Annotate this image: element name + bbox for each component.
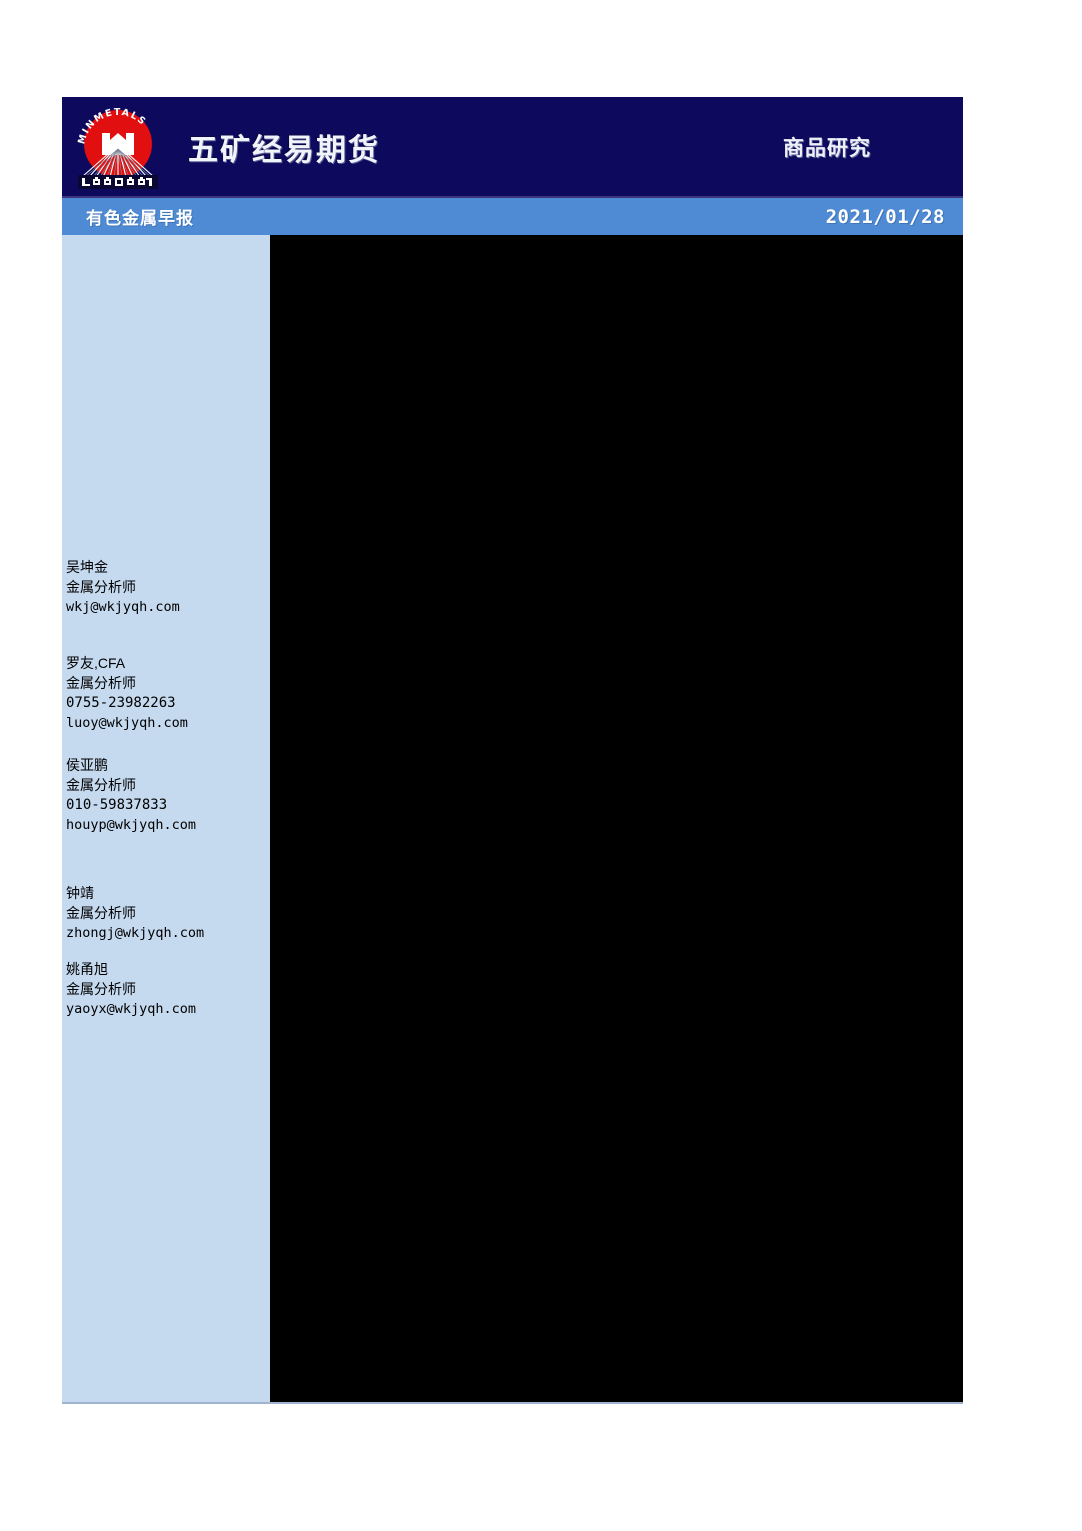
brand-title: 五矿经易期货 bbox=[188, 133, 380, 167]
section-label: 商品研究 bbox=[783, 136, 871, 160]
analyst-role: 金属分析师 bbox=[66, 579, 136, 595]
analyst-role: 金属分析师 bbox=[66, 777, 136, 793]
minmetals-logo-icon: MINMETALS bbox=[76, 107, 158, 189]
analyst-email[interactable]: wkj@wkjyqh.com bbox=[66, 599, 180, 615]
analyst-email[interactable]: luoy@wkjyqh.com bbox=[66, 715, 188, 731]
list-item: 钟靖 金属分析师 zhongj@wkjyqh.com bbox=[66, 883, 270, 943]
list-item: 侯亚鹏 金属分析师 010-59837833 houyp@wkjyqh.com bbox=[66, 755, 270, 835]
masthead: MINMETALS bbox=[62, 97, 963, 196]
analyst-phone: 010-59837833 bbox=[66, 797, 168, 813]
analyst-email[interactable]: yaoyx@wkjyqh.com bbox=[66, 1001, 197, 1017]
analyst-email[interactable]: houyp@wkjyqh.com bbox=[66, 817, 197, 833]
analyst-name: 吴坤金 bbox=[66, 559, 108, 575]
analyst-name: 姚甬旭 bbox=[66, 961, 108, 977]
analyst-sidebar: 吴坤金 金属分析师 wkj@wkjyqh.com 罗友,CFA 金属分析师 07… bbox=[62, 235, 270, 1404]
report-subheader: 有色金属早报 2021/01/28 bbox=[62, 196, 963, 235]
report-body: 吴坤金 金属分析师 wkj@wkjyqh.com 罗友,CFA 金属分析师 07… bbox=[62, 235, 963, 1404]
report-page: MINMETALS bbox=[62, 97, 963, 1404]
list-item: 姚甬旭 金属分析师 yaoyx@wkjyqh.com bbox=[66, 959, 270, 1019]
analyst-role: 金属分析师 bbox=[66, 675, 136, 691]
analyst-phone: 0755-23982263 bbox=[66, 695, 176, 711]
analyst-role: 金属分析师 bbox=[66, 905, 136, 921]
main-content-area bbox=[270, 235, 963, 1404]
analyst-name: 罗友,CFA bbox=[66, 655, 126, 671]
minmetals-logo: MINMETALS bbox=[62, 97, 174, 196]
analyst-name: 钟靖 bbox=[66, 885, 94, 901]
analyst-email[interactable]: zhongj@wkjyqh.com bbox=[66, 925, 205, 941]
analyst-name: 侯亚鹏 bbox=[66, 757, 108, 773]
list-item: 吴坤金 金属分析师 wkj@wkjyqh.com bbox=[66, 557, 270, 617]
report-date: 2021/01/28 bbox=[825, 205, 945, 228]
list-item: 罗友,CFA 金属分析师 0755-23982263 luoy@wkjyqh.c… bbox=[66, 653, 270, 733]
report-title: 有色金属早报 bbox=[86, 209, 194, 228]
analyst-role: 金属分析师 bbox=[66, 981, 136, 997]
